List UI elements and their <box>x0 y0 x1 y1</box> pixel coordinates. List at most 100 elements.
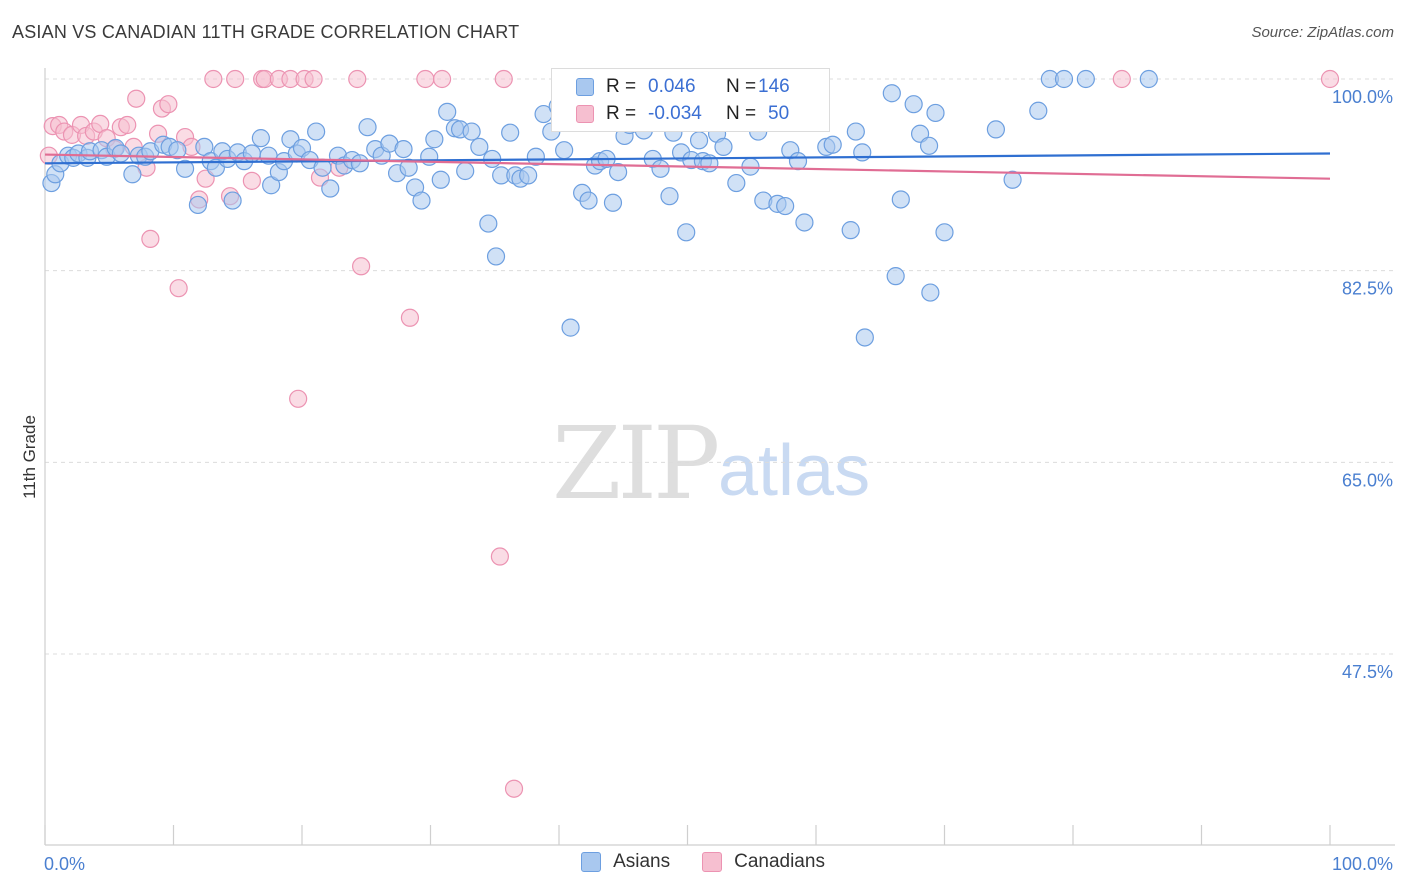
asian-point <box>399 158 418 177</box>
asian-point <box>795 213 814 232</box>
asians-swatch <box>576 78 594 96</box>
tick-labels: 100.0% 82.5% 65.0% 47.5% 0.0% 100.0% <box>44 87 1393 874</box>
asian-point <box>425 130 444 149</box>
asian-point <box>555 141 574 160</box>
r-label: R = <box>606 76 637 97</box>
canadian-point <box>504 779 524 798</box>
asian-point <box>519 166 538 185</box>
y-tick-label: 100.0% <box>1332 87 1393 107</box>
watermark-atlas: atlas <box>718 431 871 511</box>
canadian-points <box>39 69 1340 798</box>
asian-point <box>689 131 709 150</box>
canadian-point <box>432 69 452 89</box>
asian-point <box>853 143 872 162</box>
asian-point <box>462 122 481 141</box>
asian-point <box>501 123 520 142</box>
y-tick-label: 65.0% <box>1342 470 1393 490</box>
asians-legend-swatch <box>581 852 602 872</box>
asian-point <box>456 161 475 181</box>
canadian-point <box>118 115 137 135</box>
asian-point <box>470 137 489 157</box>
asian-point <box>904 95 923 114</box>
trend-lines <box>44 152 1331 180</box>
canadian-point <box>400 308 420 327</box>
asian-point <box>486 247 506 266</box>
asian-points <box>42 69 1158 347</box>
axes <box>44 68 1395 846</box>
asian-point <box>891 190 910 209</box>
canadian-point <box>204 69 223 89</box>
stats-legend: R = 0.046 N = 146 R = -0.034 N = 50 <box>551 68 830 132</box>
asian-point <box>776 196 795 216</box>
legend-item-asians: Asians <box>581 851 670 873</box>
asian-point <box>1076 69 1095 89</box>
asian-point <box>188 195 208 215</box>
asian-point <box>727 173 746 193</box>
n-label: N = <box>726 76 757 97</box>
asian-point <box>919 136 939 155</box>
y-tick-label: 82.5% <box>1342 279 1393 299</box>
series-legend: Asians Canadians <box>0 851 1406 873</box>
asian-point <box>1139 69 1158 89</box>
n-value: 50 <box>768 103 790 124</box>
asian-trend-line <box>44 152 1331 165</box>
asian-point <box>111 144 130 163</box>
legend-label-asians: Asians <box>613 851 671 872</box>
x-tick-label-min: 0.0% <box>44 854 85 874</box>
canadian-point <box>1320 69 1340 89</box>
canadian-point <box>169 279 188 298</box>
asian-point <box>358 118 377 137</box>
asian-point <box>307 122 326 141</box>
canadian-point <box>141 229 160 249</box>
asian-point <box>855 328 874 347</box>
canadian-point <box>494 69 513 89</box>
asian-point <box>823 135 842 154</box>
asian-point <box>168 141 187 160</box>
asian-point <box>603 193 623 212</box>
asian-point <box>714 137 733 157</box>
asian-point <box>1003 170 1022 189</box>
asian-point <box>579 191 598 210</box>
asian-point <box>935 223 954 242</box>
asian-point <box>651 159 670 178</box>
asian-point <box>431 170 450 189</box>
y-tick-label: 47.5% <box>1342 662 1393 682</box>
r-value: 0.046 <box>648 76 696 97</box>
asian-point <box>609 162 628 182</box>
r-label: R = <box>606 103 637 124</box>
asian-point <box>561 318 580 337</box>
asian-point <box>438 102 457 121</box>
canadian-point <box>304 69 323 89</box>
asian-point <box>526 147 545 166</box>
canadian-point <box>226 69 245 89</box>
canadian-point <box>1112 69 1131 89</box>
asian-point <box>846 122 865 141</box>
source-label: Source: ZipAtlas.com <box>1251 24 1394 41</box>
asian-point <box>412 191 431 210</box>
canadian-point <box>490 547 509 566</box>
canadian-point <box>242 171 261 190</box>
asian-point <box>986 120 1006 139</box>
canadians-legend-swatch <box>702 852 723 872</box>
stats-legend-row-asians: R = 0.046 N = 146 <box>576 74 790 100</box>
chart-title: ASIAN VS CANADIAN 11TH GRADE CORRELATION… <box>12 22 520 42</box>
legend-item-canadians: Canadians <box>702 851 825 873</box>
asian-point <box>175 159 195 178</box>
asian-point <box>926 103 945 123</box>
asian-point <box>910 124 930 143</box>
asian-point <box>223 191 242 210</box>
asian-point <box>1029 101 1048 120</box>
asian-point <box>394 139 413 159</box>
asian-point <box>886 267 905 286</box>
asian-point <box>350 154 369 173</box>
canadian-point <box>127 89 146 108</box>
n-value: 146 <box>758 76 790 97</box>
canadian-point <box>416 69 435 89</box>
r-value: -0.034 <box>648 103 702 124</box>
x-tick-label-max: 100.0% <box>1332 854 1393 874</box>
canadian-trend-line <box>44 153 1331 180</box>
watermark-zip: ZIP <box>552 405 720 522</box>
asian-point <box>841 221 860 240</box>
asian-point <box>251 129 270 148</box>
asian-point <box>882 84 901 103</box>
